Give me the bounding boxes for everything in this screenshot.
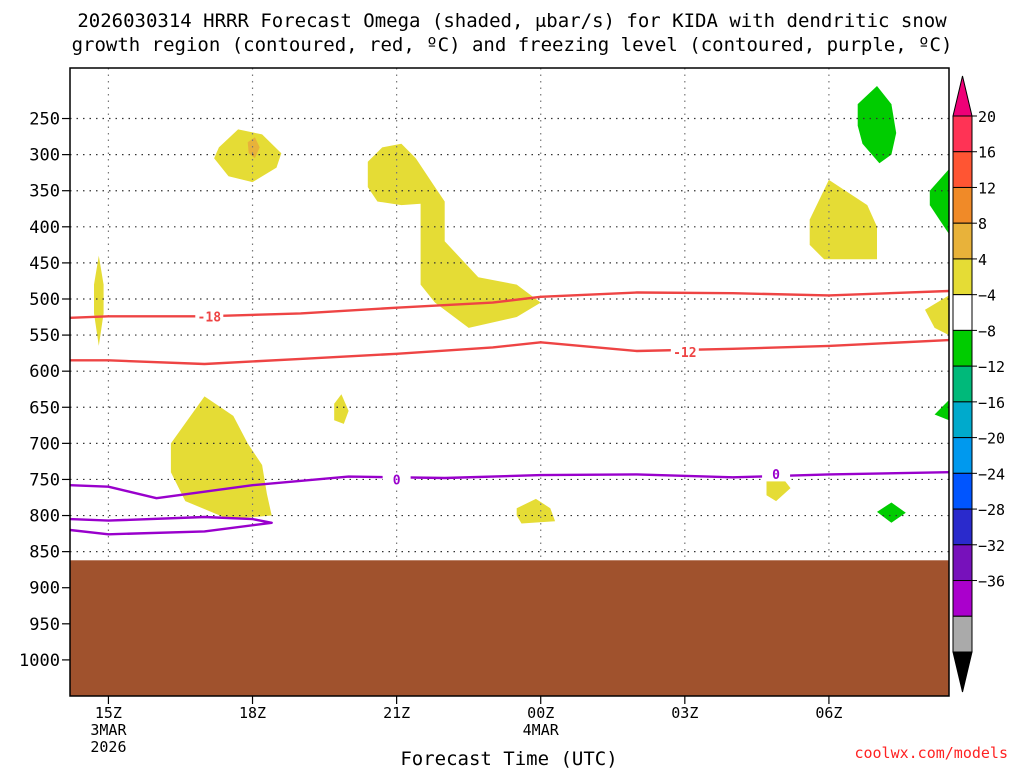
x-tick-label: 06Z: [815, 704, 842, 722]
colorbar-band: [952, 294, 973, 331]
y-tick-label: 1000: [19, 651, 60, 671]
x-tick-label: 00Z: [527, 704, 554, 722]
y-tick-label: 450: [29, 254, 60, 274]
omega-region: [516, 498, 556, 524]
colorbar-label: −16: [978, 394, 1005, 412]
x-tick-sublabel: 4MAR: [523, 721, 560, 739]
colorbar-band: [952, 508, 973, 546]
dgz-bottom-label: -12: [673, 346, 696, 361]
x-tick-sublabel: 3MAR: [90, 721, 127, 739]
omega-region: [170, 396, 272, 520]
ground-fill: [70, 560, 949, 696]
colorbar-band: [952, 615, 973, 653]
colorbar-band: [952, 544, 973, 582]
freezing-level-fold-label: 0: [772, 468, 780, 483]
x-tick-label: 18Z: [239, 704, 266, 722]
x-tick-label: 21Z: [383, 704, 410, 722]
omega-region: [766, 475, 791, 502]
plot-frame: [69, 67, 950, 697]
dgz-top-label-bg: [195, 310, 224, 325]
x-tick-sublabel: 2026: [90, 738, 126, 756]
y-tick-label: 750: [29, 470, 60, 490]
colorbar-label: −28: [978, 501, 1005, 519]
colorbar-band: [952, 437, 973, 474]
colorbar-band: [952, 365, 973, 403]
y-tick-label: 900: [29, 579, 60, 599]
colorbar-label: 20: [978, 108, 996, 126]
dgz-top-label: -18: [198, 311, 222, 326]
y-tick-label: 950: [29, 615, 60, 635]
omega-region: [929, 169, 949, 234]
colorbar-label: −32: [978, 537, 1005, 555]
colorbar-label: −4: [978, 287, 996, 305]
colorbar-bottom-cap: [952, 651, 973, 693]
colorbar-band: [952, 472, 973, 510]
x-axis-label: Forecast Time (UTC): [400, 748, 617, 768]
y-tick-label: 350: [29, 182, 60, 202]
colorbar-label: −12: [978, 358, 1005, 376]
y-tick-label: 700: [29, 434, 60, 454]
chart-title-line-1: 2026030314 HRRR Forecast Omega (shaded, …: [77, 10, 947, 32]
omega-region: [94, 255, 104, 346]
chart-title-line-2: growth region (contoured, red, ºC) and f…: [71, 34, 953, 56]
freezing-level-label-bg: [382, 473, 411, 488]
omega-region: [857, 86, 897, 164]
colorbar-band: [952, 115, 973, 153]
colorbar-label: 12: [978, 179, 996, 197]
omega-region: [877, 502, 906, 523]
colorbar-band: [952, 401, 973, 439]
colorbar-band: [952, 151, 973, 188]
colorbar-label: −24: [978, 465, 1005, 483]
y-tick-label: 400: [29, 218, 60, 238]
dgz-bottom-label-bg: [670, 345, 699, 360]
freezing-level-label: 0: [393, 474, 401, 489]
y-tick-label: 800: [29, 507, 60, 527]
colorbar-top-cap: [952, 75, 973, 117]
omega-region: [247, 137, 260, 159]
dgz-bottom-line: [70, 338, 949, 366]
omega-region: [809, 179, 877, 260]
credit-text: coolwx.com/models: [854, 744, 1008, 762]
omega-region: [214, 129, 282, 183]
x-tick-label: 03Z: [671, 704, 698, 722]
colorbar-label: −20: [978, 430, 1005, 448]
freezing-level-fold-line: [70, 515, 273, 536]
colorbar-band: [952, 258, 973, 296]
colorbar-band: [952, 329, 973, 367]
colorbar-band: [952, 580, 973, 617]
y-tick-label: 850: [29, 543, 60, 563]
colorbar-label: 4: [978, 251, 987, 269]
colorbar-label: −8: [978, 322, 996, 340]
dgz-top-line: [70, 289, 949, 319]
omega-region: [925, 295, 949, 336]
y-tick-label: 250: [29, 110, 60, 130]
colorbar-band: [952, 186, 973, 224]
omega-region: [934, 400, 949, 421]
omega-region: [367, 143, 541, 328]
freezing-level-fold-label-bg: [762, 467, 791, 482]
omega-region: [334, 394, 349, 424]
y-tick-label: 650: [29, 398, 60, 418]
y-tick-label: 550: [29, 326, 60, 346]
y-tick-label: 600: [29, 362, 60, 382]
colorbar-label: −36: [978, 573, 1005, 591]
x-tick-label: 15Z: [95, 704, 122, 722]
y-tick-label: 300: [29, 146, 60, 166]
colorbar-label: 8: [978, 215, 987, 233]
colorbar-label: 16: [978, 144, 996, 162]
y-tick-label: 500: [29, 290, 60, 310]
colorbar-band: [952, 222, 973, 260]
